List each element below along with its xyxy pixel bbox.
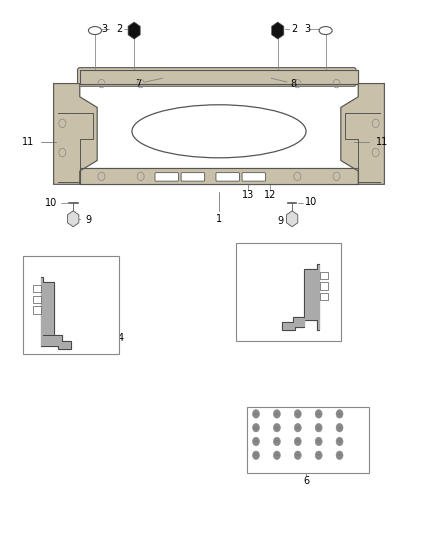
FancyBboxPatch shape [155, 173, 179, 181]
Ellipse shape [132, 105, 306, 158]
Bar [321, 282, 328, 290]
Polygon shape [341, 84, 385, 184]
Circle shape [253, 451, 259, 459]
Circle shape [253, 423, 259, 432]
Polygon shape [282, 317, 304, 330]
Text: 9: 9 [277, 216, 283, 227]
Text: 1: 1 [216, 214, 222, 224]
Text: 8: 8 [291, 78, 297, 88]
Polygon shape [80, 70, 358, 84]
Circle shape [253, 410, 259, 418]
Polygon shape [304, 264, 319, 330]
Text: 5: 5 [315, 259, 321, 269]
Circle shape [336, 451, 343, 459]
Circle shape [336, 423, 343, 432]
Text: 10: 10 [305, 197, 317, 207]
Polygon shape [53, 84, 97, 184]
Text: 2: 2 [116, 25, 122, 35]
Bar [33, 306, 41, 314]
Bar [321, 272, 328, 279]
Circle shape [315, 410, 322, 418]
Text: 11: 11 [376, 137, 389, 147]
Bar [321, 293, 328, 301]
Circle shape [253, 437, 259, 446]
FancyBboxPatch shape [78, 68, 356, 86]
Bar [33, 285, 41, 293]
Circle shape [273, 437, 280, 446]
Bar [23, 256, 119, 354]
Circle shape [315, 451, 322, 459]
Text: 4: 4 [118, 333, 124, 343]
Circle shape [273, 410, 280, 418]
Circle shape [315, 423, 322, 432]
FancyBboxPatch shape [216, 173, 240, 181]
Circle shape [294, 423, 301, 432]
Text: 3: 3 [101, 25, 107, 35]
Text: 6: 6 [303, 477, 309, 486]
Text: 2: 2 [291, 25, 297, 35]
Circle shape [294, 437, 301, 446]
Circle shape [315, 437, 322, 446]
Text: 7: 7 [135, 78, 141, 88]
Polygon shape [80, 168, 358, 184]
FancyBboxPatch shape [242, 173, 265, 181]
Polygon shape [43, 335, 71, 349]
FancyBboxPatch shape [181, 173, 205, 181]
Text: 5: 5 [65, 276, 71, 286]
Text: 11: 11 [22, 137, 35, 147]
Circle shape [273, 451, 280, 459]
Ellipse shape [88, 27, 102, 35]
Circle shape [294, 410, 301, 418]
Polygon shape [41, 277, 53, 346]
Bar [33, 296, 41, 303]
Text: 13: 13 [242, 190, 254, 200]
Text: 4: 4 [272, 310, 278, 320]
Text: 10: 10 [45, 198, 57, 208]
Circle shape [273, 423, 280, 432]
Circle shape [294, 451, 301, 459]
Circle shape [336, 410, 343, 418]
Text: 9: 9 [85, 215, 91, 225]
Text: 3: 3 [304, 25, 310, 35]
Ellipse shape [319, 27, 332, 35]
Bar [237, 243, 341, 341]
Text: 12: 12 [264, 190, 276, 200]
Circle shape [336, 437, 343, 446]
Bar [247, 407, 369, 473]
